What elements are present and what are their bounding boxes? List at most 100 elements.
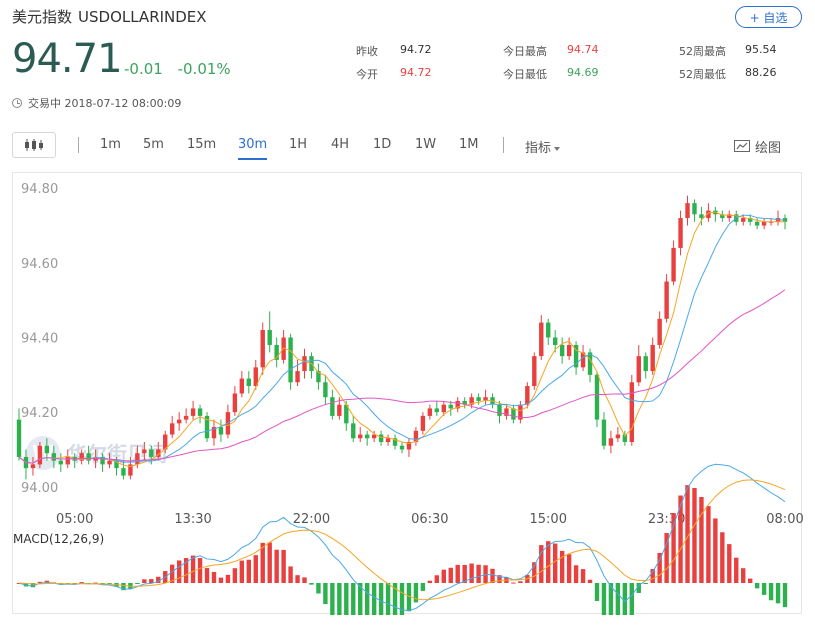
macd-bar [260,542,265,583]
macd-bar [30,583,36,588]
macd-bar [546,541,551,583]
candle-body [747,218,753,222]
period-tab-1w[interactable]: 1W [415,137,437,152]
candlestick-type-button[interactable] [12,132,56,158]
watermark-logo [26,436,60,470]
macd-bar [344,583,349,615]
macd-bar [246,559,251,583]
macd-bar [490,568,495,583]
macd-bar [678,495,683,583]
candle-body [267,330,272,345]
macd-bar [629,583,634,615]
y-tick-label: 94.40 [21,332,58,347]
macd-bar [176,560,182,583]
candle-body [30,464,36,469]
candle-body [392,438,398,446]
macd-bar [378,583,384,615]
macd-bar [636,583,641,593]
candle-body [156,449,161,457]
macd-bar [79,582,84,584]
x-tick-label: 15:00 [530,512,567,527]
candle-body [497,404,502,416]
candle-body [553,337,558,345]
period-tab-1m[interactable]: 1M [459,137,479,152]
stat-value: 94.72 [400,43,432,56]
y-tick-label: 94.00 [21,481,58,496]
period-tab-1d[interactable]: 1D [373,137,392,152]
stat-label: 52周最高 [679,45,726,58]
candle-body [16,419,22,457]
candle-body [580,352,586,368]
y-tick-label: 94.80 [21,182,58,197]
candle-body [176,419,182,424]
candle-body [539,322,544,357]
candle-body [761,221,767,226]
macd-bar [316,583,321,594]
macd-bar [183,557,189,583]
add-watchlist-button[interactable]: + 自选 [735,6,802,28]
macd-bar [149,579,154,583]
macd-bar [469,563,474,583]
macd-bar [392,583,398,615]
candle-body [636,356,641,383]
macd-bar [497,575,502,583]
y-tick-label: 94.60 [21,257,58,272]
period-tab-15m[interactable]: 15m [187,137,217,152]
period-tab-4h[interactable]: 4H [331,137,350,152]
stats-column: 52周最高 95.54 52周最低 88.26 [679,43,805,89]
candle-body [476,397,481,401]
candle-body [615,434,621,439]
macd-bar [782,583,788,608]
chart-toolbar: 1m 5m 15m 30m 1H 4H 1D 1W 1M 指标 绘图 [12,130,802,160]
period-tab-5m[interactable]: 5m [143,137,164,152]
candle-body [44,445,50,454]
stat-label: 昨收 [356,45,378,58]
macd-bar [288,566,293,583]
candle-body [128,464,133,476]
stats-column: 今日最高 94.74 今日最低 94.69 [503,43,627,89]
macd-bar [170,564,175,583]
candle-body [525,386,530,405]
macd-bar [37,581,43,583]
candle-body [559,344,565,357]
macd-bar [608,583,614,615]
macd-bar [323,583,328,605]
period-tab-30m[interactable]: 30m [238,137,268,160]
macd-bar [448,567,453,583]
stat-value: 94.74 [567,43,599,56]
period-tab-1m[interactable]: 1m [100,137,121,152]
macd-bar [615,583,621,615]
stat-row: 今开 94.72 [356,66,460,89]
macd-dif-line [18,463,786,612]
macd-bar [706,506,711,583]
candle-body [448,404,453,409]
candle-body [720,214,725,219]
chart-area[interactable]: 05:00 13:30 22:00 06:30 15:00 23:30 08:00 W 华尔街见… [12,172,803,615]
macd-bar [734,557,739,583]
y-tick-label: 94.20 [21,406,58,421]
macd-bar [699,497,704,583]
macd-bar [720,532,725,583]
candle-body [511,408,516,420]
stat-row: 今日最高 94.74 [503,43,627,66]
macd-bar [406,583,412,612]
indicator-menu[interactable]: 指标 [525,137,561,156]
macd-bar [358,583,363,615]
macd-bar [664,533,669,583]
change-value: -0.01 [124,60,163,78]
macd-bar [135,583,140,584]
draw-button[interactable]: 绘图 [734,137,781,156]
candle-body [65,456,70,465]
macd-bar [476,564,481,583]
macd-bar [239,560,245,583]
macd-bar [747,578,753,583]
candle-body [79,453,84,461]
macd-bar [225,574,231,583]
macd-bar [455,564,460,583]
candle-body [685,203,690,219]
candle-body [260,330,265,368]
period-tab-1h[interactable]: 1H [289,137,308,152]
candle-body [504,408,509,416]
candle-body [316,371,321,383]
candle-body [358,434,363,439]
